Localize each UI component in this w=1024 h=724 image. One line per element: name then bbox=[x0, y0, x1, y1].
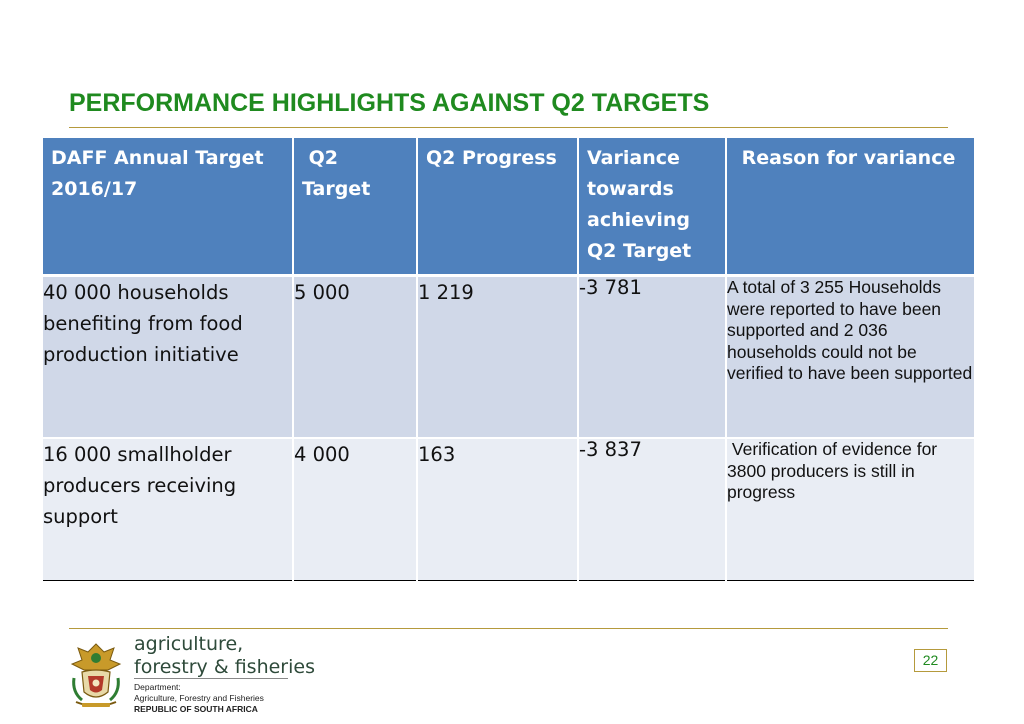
brand-line-1: agriculture, bbox=[134, 633, 244, 655]
footer-divider bbox=[69, 628, 948, 629]
slide-title: PERFORMANCE HIGHLIGHTS AGAINST Q2 TARGET… bbox=[69, 89, 710, 117]
dept-line-1: Department: bbox=[134, 682, 181, 692]
dept-line-2: Agriculture, Forestry and Fisheries bbox=[134, 693, 264, 703]
page-number: 22 bbox=[914, 649, 947, 672]
brand-divider bbox=[134, 678, 288, 679]
table-row: 40 000 households benefiting from food p… bbox=[43, 275, 974, 438]
table-header-row: DAFF Annual Target 2016/17 Q2 Target Q2 … bbox=[43, 138, 974, 277]
cell-reason: Verification of evidence for 3800 produc… bbox=[726, 438, 974, 581]
header-reason: Reason for variance bbox=[726, 138, 974, 277]
table-row: 16 000 smallholder producers receiving s… bbox=[43, 438, 974, 581]
coat-of-arms-icon bbox=[70, 643, 122, 707]
brand-line-2: forestry & fisheries bbox=[134, 656, 315, 678]
brand-wordmark: agriculture, forestry & fisheries bbox=[134, 633, 315, 679]
department-label: Department: Agriculture, Forestry and Fi… bbox=[134, 682, 264, 715]
performance-table: DAFF Annual Target 2016/17 Q2 Target Q2 … bbox=[43, 138, 974, 581]
header-q2-progress: Q2 Progress bbox=[417, 138, 579, 277]
cell-q2-progress: 1 219 bbox=[417, 275, 579, 438]
cell-variance: -3 781 bbox=[578, 275, 727, 438]
header-variance: Variance towards achieving Q2 Target bbox=[578, 138, 727, 277]
title-divider bbox=[69, 127, 948, 128]
cell-variance: -3 837 bbox=[578, 438, 727, 581]
cell-annual-target: 40 000 households benefiting from food p… bbox=[43, 275, 294, 438]
cell-q2-progress: 163 bbox=[417, 438, 579, 581]
cell-annual-target: 16 000 smallholder producers receiving s… bbox=[43, 438, 294, 581]
dept-line-3: REPUBLIC OF SOUTH AFRICA bbox=[134, 704, 258, 714]
cell-q2-target: 5 000 bbox=[293, 275, 418, 438]
cell-q2-target: 4 000 bbox=[293, 438, 418, 581]
header-annual-target: DAFF Annual Target 2016/17 bbox=[43, 138, 294, 277]
header-q2-target: Q2 Target bbox=[293, 138, 418, 277]
cell-reason: A total of 3 255 Households were reporte… bbox=[726, 275, 974, 438]
